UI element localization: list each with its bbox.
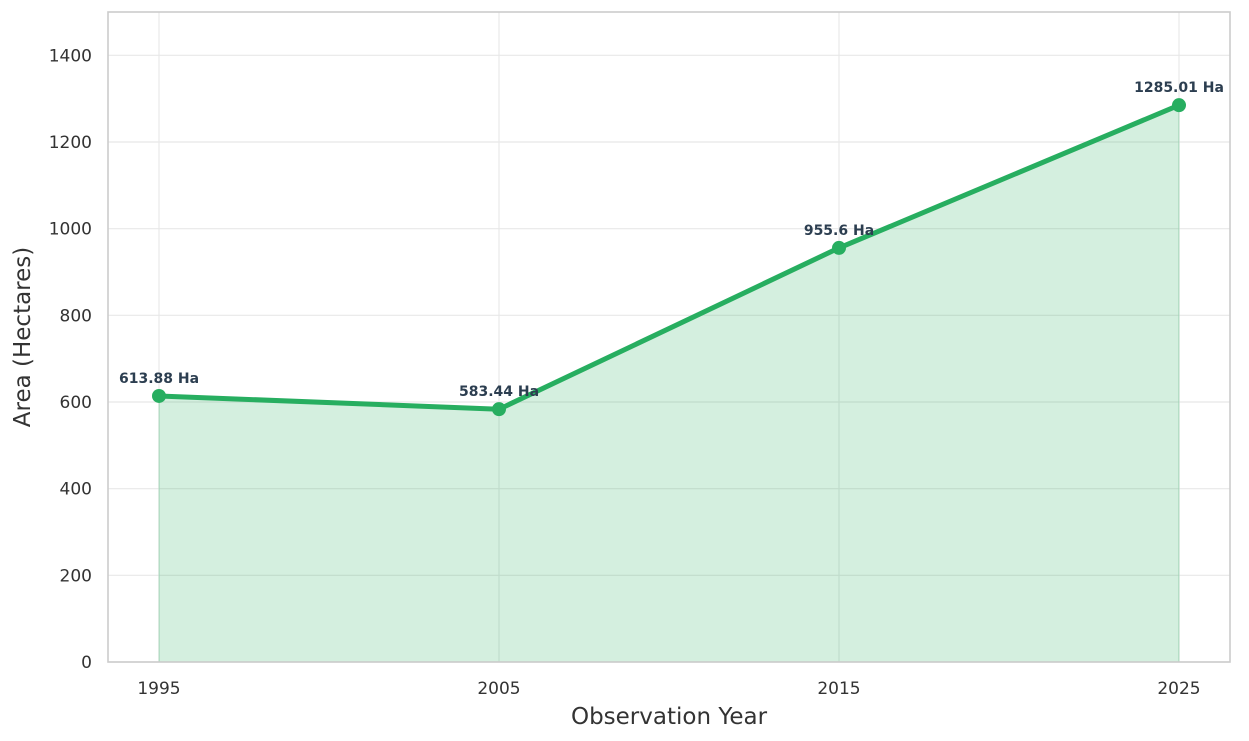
series-line-layer	[156, 102, 1182, 412]
x-tick-label: 1995	[137, 679, 180, 699]
y-tick-label: 400	[60, 480, 92, 500]
series-line	[156, 102, 1182, 412]
data-label: 613.88 Ha	[119, 371, 199, 387]
area-fill-layer	[158, 104, 1180, 663]
x-tick-label: 2005	[477, 679, 520, 699]
plot-frame	[107, 11, 1231, 663]
x-tick-label: 2015	[817, 679, 860, 699]
x-axis-label: Observation Year	[571, 704, 768, 730]
data-point	[1172, 98, 1186, 113]
y-tick-label: 600	[60, 393, 92, 413]
y-tick-labels: 0 200 400 600 800 1000 1200 1400	[49, 46, 92, 673]
area-fill	[158, 104, 1180, 663]
data-point	[492, 402, 506, 417]
data-point	[152, 388, 166, 403]
y-tick-label: 0	[81, 653, 92, 673]
data-label: 1285.01 Ha	[1134, 80, 1224, 96]
y-tick-label: 800	[60, 306, 92, 326]
x-tick-labels: 1995 2005 2015 2025	[137, 679, 1200, 699]
y-tick-label: 200	[60, 566, 92, 586]
data-labels: 613.88 Ha 583.44 Ha 955.6 Ha 1285.01 Ha	[119, 80, 1224, 400]
data-point	[832, 240, 846, 255]
y-tick-label: 1400	[49, 46, 92, 66]
y-tick-label: 1000	[49, 220, 92, 240]
x-tick-label: 2025	[1157, 679, 1200, 699]
y-axis-label: Area (Hectares)	[10, 247, 36, 427]
data-label: 955.6 Ha	[804, 223, 874, 239]
data-label: 583.44 Ha	[459, 384, 539, 400]
y-tick-label: 1200	[49, 133, 92, 153]
data-points	[152, 98, 1186, 417]
